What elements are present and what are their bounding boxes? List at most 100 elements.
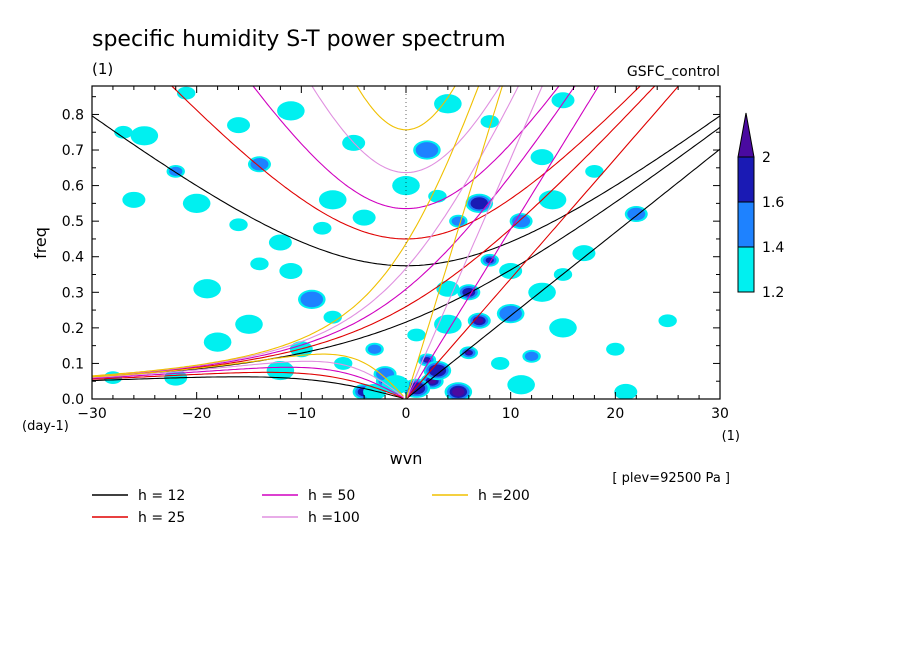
power-shading (103, 86, 677, 399)
curve-h100-rossby (92, 360, 404, 398)
power-blob-37-level-1 (352, 209, 376, 226)
colorbar-segment-1 (737, 201, 755, 248)
x-axis-label: wvn (390, 449, 423, 468)
x-tick-label: 20 (606, 406, 624, 422)
curve-h200-eig (92, 86, 480, 377)
legend-label-h50: h = 50 (308, 488, 355, 504)
power-blob-18-level-2 (451, 216, 466, 226)
curve-h12-kelvin (405, 148, 720, 399)
curve-h25-rossby (92, 371, 404, 399)
x-tick-label: 10 (502, 406, 520, 422)
power-blob-12-level-2 (169, 166, 183, 177)
power-blob-43-level-1 (279, 262, 303, 279)
power-blob-60-level-1 (585, 164, 604, 178)
power-blob-32-level-1 (182, 193, 211, 213)
curve-h12-ig (92, 115, 720, 267)
colorbar-label: 1.2 (762, 285, 784, 301)
y-axis-label: freq (31, 227, 50, 259)
power-blob-63-level-1 (606, 342, 625, 356)
legend: h = 12 h = 25 h = 50 h =100 h =200 (92, 488, 530, 526)
curve-h200-rossby (92, 353, 404, 397)
power-blob-68-level-1 (203, 332, 232, 352)
colorbar: 1.2 1.4 1.6 2 (737, 112, 784, 301)
power-blob-42-level-1 (250, 257, 269, 271)
y-unit-label: (day-1) (22, 419, 69, 434)
x-tick-label: 30 (711, 406, 729, 422)
curve-h100-kelvin (405, 86, 543, 399)
power-blob-17-level-2 (415, 142, 439, 158)
chart-subtitle-left: (1) (92, 60, 113, 78)
curve-h50-ig (252, 86, 560, 210)
colorbar-label: 1.4 (762, 240, 784, 256)
power-blob-13-level-2 (250, 158, 269, 171)
curve-h12-rossby (92, 376, 404, 399)
power-blob-19-level-2 (512, 214, 531, 228)
y-tick-labels: 0.0 0.1 0.2 0.3 0.4 0.5 0.6 0.7 0.8 (62, 107, 84, 408)
power-blob-25-level-1 (227, 117, 251, 134)
power-blob-44-level-1 (235, 314, 263, 334)
y-tick-label: 0.3 (62, 285, 84, 301)
power-blob-34-level-1 (268, 234, 292, 251)
curve-h100-ig (311, 86, 501, 174)
y-tick-label: 0.4 (62, 250, 84, 266)
y-tick-label: 0.8 (62, 107, 84, 123)
colorbar-label: 1.6 (762, 195, 784, 211)
power-blob-51-level-1 (407, 328, 426, 342)
colorbar-arrow (737, 112, 755, 158)
power-blob-21-level-2 (524, 351, 539, 361)
power-blob-62-level-1 (549, 318, 577, 338)
curve-h12-eig (92, 126, 720, 378)
power-blob-61-level-1 (530, 149, 554, 166)
curve-h50-kelvin (405, 86, 600, 399)
axis-ticks (91, 86, 721, 400)
power-blob-3-level-4 (466, 351, 471, 355)
power-blob-0-level-4 (424, 358, 429, 362)
x-tick-label: −20 (182, 406, 212, 422)
chart-title: specific humidity S-T power spectrum (92, 27, 506, 52)
power-blob-24-level-1 (114, 125, 133, 139)
power-blob-14-level-2 (300, 291, 324, 308)
power-blob-30-level-1 (480, 115, 499, 128)
power-blob-5-level-3 (470, 197, 489, 210)
power-blob-4-level-4 (475, 318, 484, 324)
power-blob-2-level-4 (452, 387, 465, 397)
curve-h50-eig (92, 86, 576, 377)
pressure-level-annotation: [ plev=92500 Pa ] (612, 471, 730, 486)
x-unit-label: (1) (722, 429, 740, 444)
x-tick-label: −30 (77, 406, 107, 422)
power-blob-31-level-1 (551, 92, 575, 109)
power-blob-20-level-2 (499, 305, 522, 322)
power-blob-23-level-1 (130, 126, 159, 146)
power-blob-33-level-1 (229, 218, 248, 232)
curve-h200-kelvin (405, 86, 503, 399)
legend-label-h12: h = 12 (138, 488, 185, 504)
power-blob-38-level-1 (392, 175, 420, 196)
chart-subtitle-right: GSFC_control (627, 64, 720, 80)
power-blob-47-level-1 (266, 360, 295, 381)
power-blob-58-level-1 (572, 245, 596, 262)
colorbar-segment-2 (737, 156, 755, 203)
legend-label-h25: h = 25 (138, 510, 185, 526)
y-tick-label: 0.7 (62, 143, 84, 159)
power-blob-69-level-1 (658, 314, 677, 328)
power-blob-52-level-1 (436, 280, 460, 297)
legend-label-h100: h =100 (308, 510, 360, 526)
power-blob-40-level-1 (122, 191, 146, 208)
power-blob-64-level-1 (614, 383, 638, 399)
curve-h200-ig (356, 86, 456, 131)
curve-h50-rossby (92, 366, 404, 399)
power-blob-45-level-1 (323, 310, 342, 324)
power-blob-22-level-2 (627, 207, 646, 221)
power-blob-65-level-1 (507, 375, 535, 395)
colorbar-segment-0 (737, 246, 755, 293)
curve-h25-kelvin (405, 86, 680, 399)
y-tick-label: 0.1 (62, 356, 84, 372)
y-tick-label: 0.2 (62, 321, 84, 337)
x-tick-label: −10 (287, 406, 317, 422)
x-tick-label: 0 (402, 406, 411, 422)
power-blob-56-level-1 (528, 282, 556, 302)
legend-label-h200: h =200 (478, 488, 530, 504)
colorbar-label: 2 (762, 150, 771, 166)
y-tick-label: 0.0 (62, 392, 84, 408)
